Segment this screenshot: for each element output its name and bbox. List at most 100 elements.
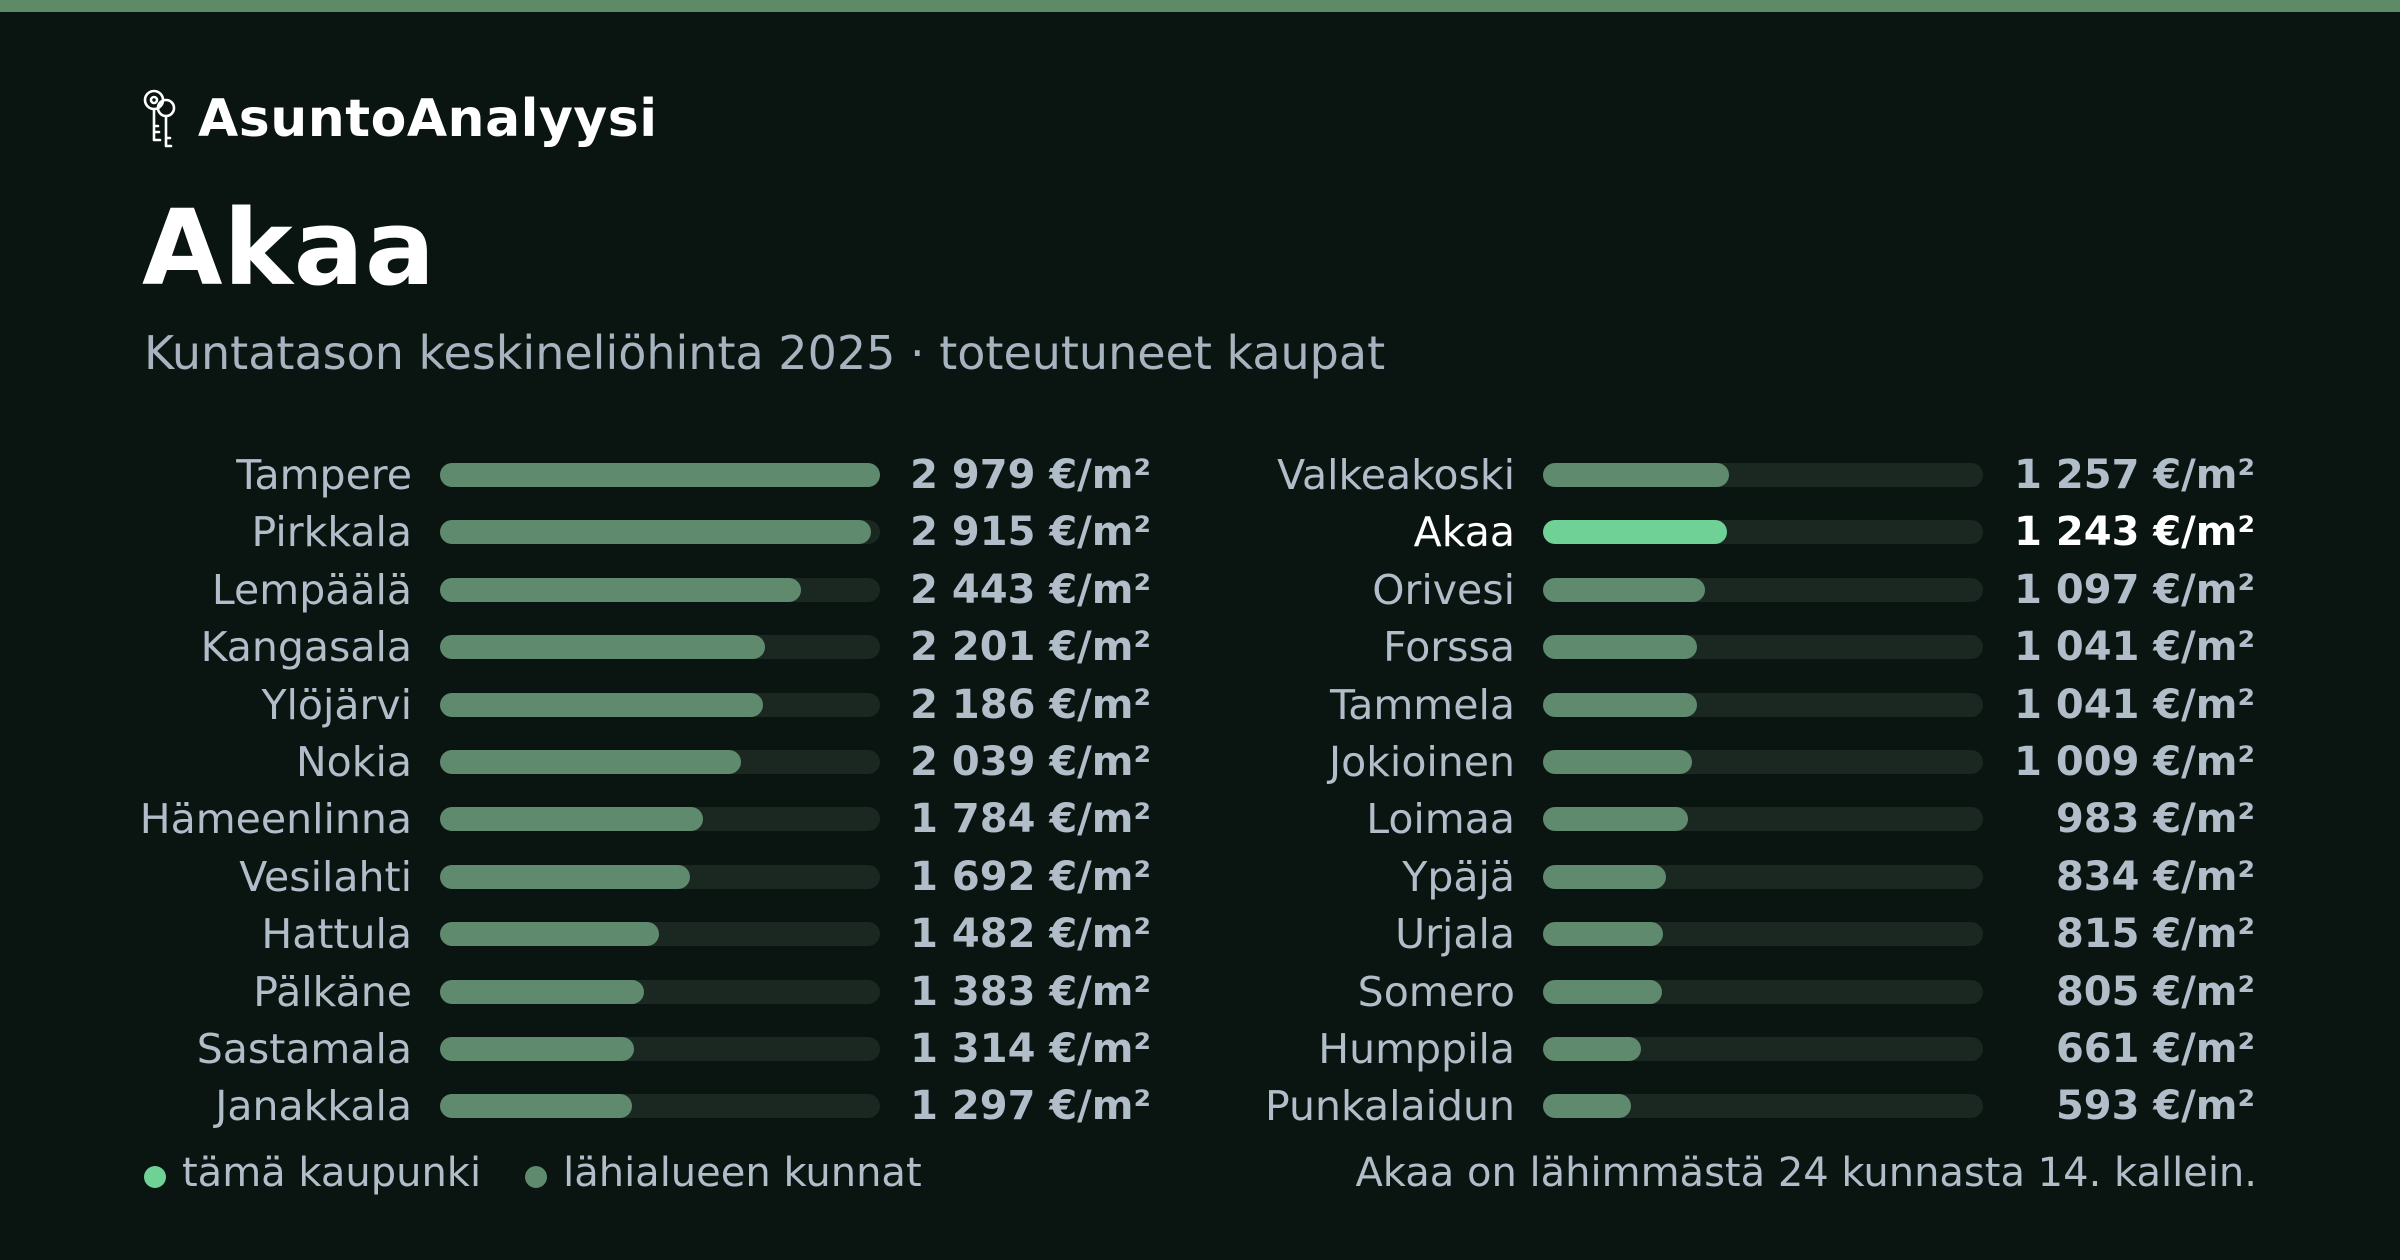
brand-name: AsuntoAnalyysi [198,89,658,149]
bar-fill [440,463,880,487]
bar-row: Humppila 661 €/m² [0,1021,2400,1078]
bar-row: Urjala 815 €/m² [0,906,2400,963]
bar-fill [1543,922,1664,947]
bar-label: Vesilahti [239,852,412,901]
legend-label-nearby: lähialueen kunnat [563,1150,922,1196]
bar-track [1543,520,1983,545]
bar-label: Akaa [1413,508,1515,557]
bar-row: Forssa 1 041 €/m² [0,619,2400,676]
bar-track [1543,692,1983,717]
bar-value-label: 815 €/m² [2055,911,2255,958]
bar-row: Somero 805 €/m² [0,964,2400,1021]
page-subtitle: Kuntatason keskineliöhinta 2025 · toteut… [144,326,1386,380]
bar-row: Ylöjärvi 2 186 €/m² [0,677,2400,734]
bar-label: Orivesi [1372,565,1515,614]
bar-track [440,864,880,889]
bar-fill [440,922,659,947]
bar-label: Nokia [295,738,412,786]
bar-fill [440,520,871,545]
bar-value-label: 1 243 €/m² [2014,509,2255,556]
bar-row: Orivesi 1 097 €/m² [0,562,2400,619]
bar-track [440,577,880,602]
bar-row: Nokia 2 039 €/m² [0,734,2400,791]
bar-row: Jokioinen 1 009 €/m² [0,734,2400,791]
bar-label: Pirkkala [251,508,412,557]
bar-value-label: 1 041 €/m² [2014,624,2255,671]
legend-item-current: tämä kaupunki [144,1150,481,1196]
bar-value-label: 1 297 €/m² [910,1083,1151,1130]
bar-label: Hämeenlinna [139,795,412,844]
bar-value-label: 1 097 €/m² [2014,566,2255,613]
bar-label: Janakkala [215,1082,412,1131]
bar-value-label: 1 041 €/m² [2014,681,2255,728]
bar-row: Pirkkala 2 915 €/m² [0,504,2400,561]
bar-row: Kangasala 2 201 €/m² [0,619,2400,676]
legend-item-nearby: lähialueen kunnat [525,1150,922,1196]
bar-row: Akaa 1 243 €/m² [0,504,2400,561]
bar-row: Hattula 1 482 €/m² [0,906,2400,963]
bar-row: Tammela 1 041 €/m² [0,677,2400,734]
bar-track [440,1094,880,1119]
bar-fill [1543,692,1697,717]
top-accent-bar [0,0,2400,12]
bar-track [440,635,880,660]
bar-row: Valkeakoski 1 257 €/m² [0,447,2400,504]
bar-value-label: 1 383 €/m² [910,968,1151,1015]
bar-value-label: 2 039 €/m² [910,739,1151,785]
bar-label: Punkalaidun [1264,1082,1515,1131]
bar-row: Tampere 2 979 €/m² [0,447,2400,504]
bar-track [1543,577,1983,602]
bar-fill [1543,463,1729,487]
bar-row: Pälkäne 1 383 €/m² [0,964,2400,1021]
bar-track [440,1037,880,1061]
bar-track [440,750,880,774]
bar-value-label: 2 979 €/m² [910,452,1151,498]
bar-label: Pälkäne [253,967,412,1016]
bar-track [440,463,880,487]
bar-fill [1543,1094,1631,1119]
bar-value-label: 1 009 €/m² [2014,739,2255,785]
bar-label: Jokioinen [1329,738,1515,786]
bar-fill [1543,1037,1641,1061]
bar-fill [1543,635,1697,660]
bar-value-label: 1 314 €/m² [910,1026,1151,1072]
bar-value-label: 2 915 €/m² [910,509,1151,556]
legend: tämä kaupunki lähialueen kunnat [144,1150,966,1196]
bar-label: Kangasala [200,623,412,672]
bar-value-label: 805 €/m² [2055,968,2255,1015]
bar-label: Lempäälä [211,565,412,614]
brand: AsuntoAnalyysi [140,88,658,150]
bar-value-label: 1 257 €/m² [2014,452,2255,498]
bar-row: Sastamala 1 314 €/m² [0,1021,2400,1078]
bar-track [1543,635,1983,660]
bar-value-label: 983 €/m² [2055,796,2255,843]
bar-value-label: 1 482 €/m² [910,911,1151,958]
bar-track [440,807,880,832]
bar-track [1543,979,1983,1004]
bar-fill [440,1094,632,1119]
bar-fill [440,979,645,1004]
bar-value-label: 834 €/m² [2055,853,2255,900]
bar-row: Janakkala 1 297 €/m² [0,1078,2400,1135]
bar-fill [440,635,766,660]
bar-track [440,692,880,717]
page-title: Akaa [142,187,437,309]
bar-label: Sastamala [196,1025,412,1073]
bar-label: Loimaa [1366,795,1515,844]
bar-track [1543,807,1983,832]
bar-fill [1543,979,1662,1004]
bar-fill [440,807,704,832]
bar-label: Somero [1357,967,1515,1016]
bar-value-label: 593 €/m² [2055,1083,2255,1130]
bar-value-label: 2 443 €/m² [910,566,1151,613]
bar-track [1543,1037,1983,1061]
bar-fill [1543,520,1727,545]
bar-value-label: 2 201 €/m² [910,624,1151,671]
bar-fill [440,750,742,774]
bar-label: Tampere [236,451,412,499]
bar-track [1543,922,1983,947]
bar-row: Lempäälä 2 443 €/m² [0,562,2400,619]
bar-label: Valkeakoski [1277,451,1515,499]
bar-track [1543,1094,1983,1119]
bar-fill [440,577,801,602]
